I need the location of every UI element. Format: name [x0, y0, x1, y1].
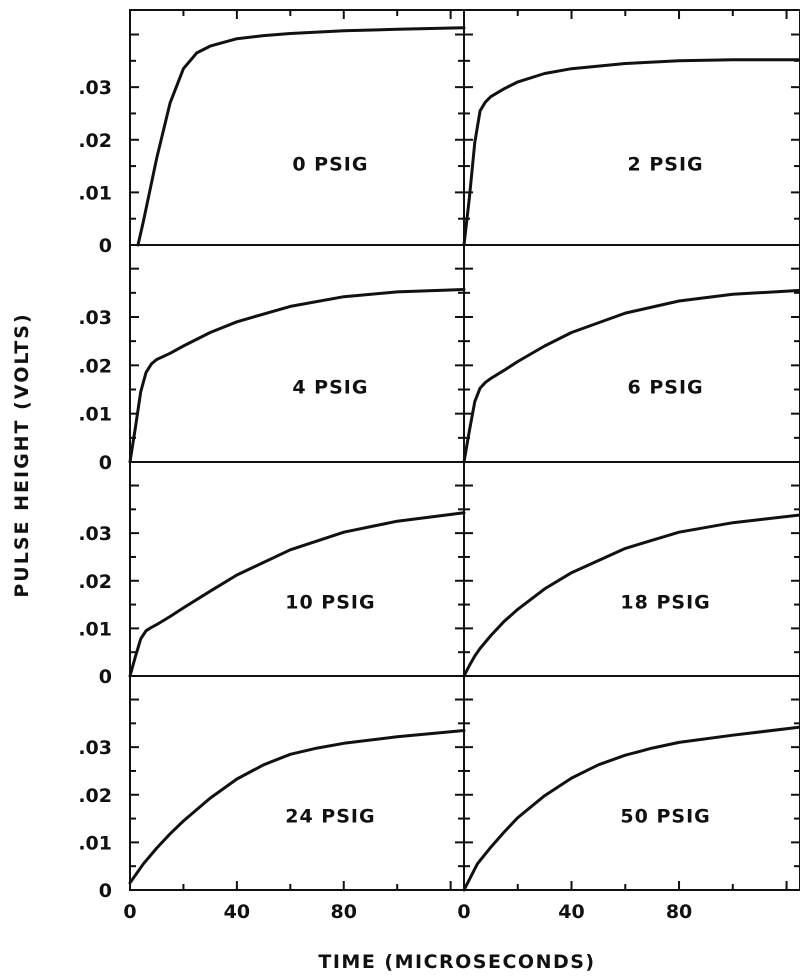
panel-3: 4 PSIG 0 .01 .02 .03 [78, 244, 466, 474]
x-tick-label: 0 [457, 901, 470, 923]
x-tick-label: 80 [331, 901, 357, 923]
y-tick-label: 0 [99, 880, 112, 902]
panel-frame [463, 244, 800, 463]
pulse-curve [462, 725, 800, 892]
y-tick-label: 0 [99, 452, 112, 474]
pulse-curve [128, 511, 466, 678]
y-tick-label: 0 [99, 235, 112, 257]
panel-label: 4 PSIG [292, 376, 368, 398]
panel-label: 6 PSIG [628, 376, 704, 398]
panel-frame [129, 675, 465, 891]
panel-6: 18 PSIG [462, 461, 800, 678]
panel-8: 50 PSIG 0 40 80 [457, 675, 800, 923]
y-tick-label: .02 [78, 355, 112, 377]
x-tick-label: 40 [224, 901, 250, 923]
y-axis-title: PULSE HEIGHT (VOLTS) [11, 312, 33, 597]
pulse-curve [462, 513, 800, 678]
panel-frame [129, 244, 465, 463]
panel-label: 50 PSIG [620, 805, 710, 827]
labels-layer: PULSE HEIGHT (VOLTS) TIME (MICROSECONDS) [11, 312, 595, 973]
y-tick-label: .02 [78, 571, 112, 593]
y-tick-label: .01 [78, 404, 112, 426]
x-tick-label: 0 [123, 901, 136, 923]
panels-layer: 0 PSIG 0 .01 .02 .03 2 PSIG 4 PSIG 0 .01 .02 .03 6 … [78, 9, 800, 923]
panel-5: 10 PSIG 0 .01 .02 .03 [78, 461, 466, 688]
pulse-curve [462, 288, 800, 464]
panel-label: 10 PSIG [285, 591, 375, 613]
y-tick-label: .01 [78, 182, 112, 204]
y-tick-label: .03 [78, 77, 112, 99]
y-tick-label: 0 [99, 666, 112, 688]
panel-label: 24 PSIG [285, 805, 375, 827]
panel-frame [463, 675, 800, 891]
y-tick-label: .03 [78, 523, 112, 545]
pulse-curve [128, 288, 466, 464]
pulse-curve [128, 729, 466, 885]
panel-label: 0 PSIG [292, 153, 368, 175]
panel-frame [129, 461, 465, 677]
panel-label: 2 PSIG [628, 153, 704, 175]
panel-frame [129, 9, 465, 246]
pulse-curve [136, 26, 466, 247]
y-tick-label: .03 [78, 307, 112, 329]
panel-2: 2 PSIG [462, 9, 800, 247]
x-tick-label: 80 [666, 901, 692, 923]
panel-frame [463, 9, 800, 246]
y-tick-label: .03 [78, 737, 112, 759]
panel-4: 6 PSIG [462, 244, 800, 464]
panel-label: 18 PSIG [620, 591, 710, 613]
x-axis-title: TIME (MICROSECONDS) [318, 951, 595, 973]
pulse-curve [462, 58, 800, 247]
panel-7: 24 PSIG 0 .01 .02 .03 0 40 80 [78, 675, 466, 923]
y-tick-label: .02 [78, 130, 112, 152]
y-tick-label: .01 [78, 618, 112, 640]
panel-frame [463, 461, 800, 677]
y-tick-label: .01 [78, 832, 112, 854]
panel-1: 0 PSIG 0 .01 .02 .03 [78, 9, 466, 257]
x-tick-label: 40 [558, 901, 584, 923]
y-tick-label: .02 [78, 785, 112, 807]
